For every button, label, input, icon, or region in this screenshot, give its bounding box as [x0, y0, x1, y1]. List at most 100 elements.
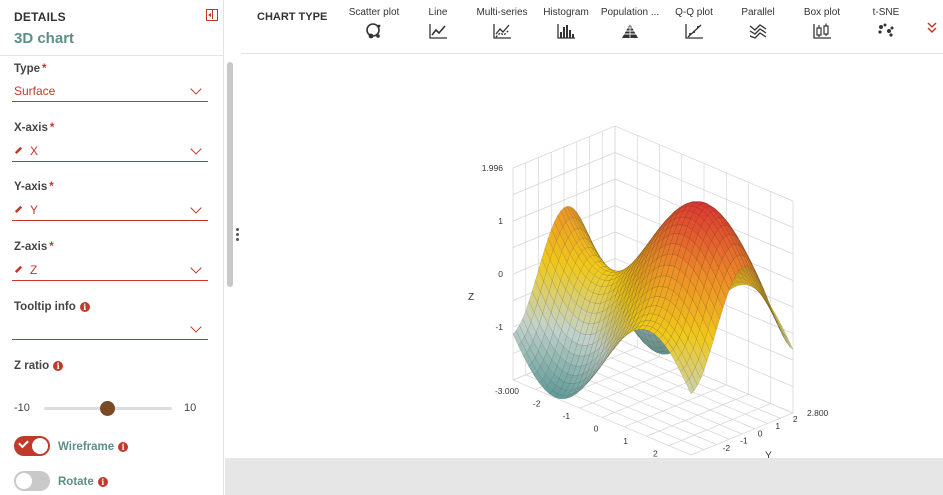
- grid-line: [614, 125, 794, 202]
- x-axis-value: X: [30, 144, 39, 158]
- info-icon[interactable]: i: [79, 302, 90, 312]
- y-tick-label: -1: [740, 436, 748, 446]
- z-ratio-max: 10: [184, 402, 197, 414]
- z-axis-value: Z: [30, 263, 38, 277]
- chevron-down-icon: [190, 202, 202, 214]
- x-tick-label: 2: [653, 449, 658, 459]
- grid-line: [690, 412, 794, 456]
- ruler-icon: [14, 146, 23, 154]
- surface-patch: [758, 279, 768, 299]
- x-axis-label: X-axis *: [14, 122, 55, 134]
- x-tick-label: 1: [623, 436, 628, 446]
- parallel-coordinates-icon: [749, 24, 767, 39]
- chart-type-label-text: Line: [428, 7, 448, 18]
- tooltip-info-select[interactable]: [12, 318, 208, 340]
- qq-plot-icon: [685, 24, 703, 39]
- type-value: Surface: [14, 84, 56, 98]
- x-tick-label: -3.000: [495, 386, 519, 396]
- x-tick-label: 0: [594, 424, 599, 434]
- chart-type-label-text: Histogram: [543, 7, 589, 18]
- chart-type-scatter-plot[interactable]: Scatter plot: [339, 7, 409, 40]
- chart-type-histogram[interactable]: Histogram: [531, 7, 601, 40]
- details-label: DETAILS: [14, 10, 66, 24]
- panel-scrollbar[interactable]: [227, 62, 233, 287]
- toggle-knob: [32, 438, 48, 454]
- chart-type-bar: CHART TYPE Scatter plot Line Multi-serie…: [241, 0, 943, 54]
- grid-line: [512, 178, 616, 222]
- x-axis-select[interactable]: X: [12, 140, 208, 162]
- histogram-icon: [557, 24, 575, 39]
- surface-patch: [695, 358, 705, 380]
- chart-type-line[interactable]: Line: [403, 7, 473, 40]
- details-panel: DETAILS 3D chart Type * Surface X-axis * X…: [0, 0, 224, 495]
- check-icon: [18, 437, 29, 449]
- chart-type-population[interactable]: Population ...: [595, 7, 665, 40]
- tsne-icon: [878, 23, 894, 37]
- z-axis-label: Z-axis *: [14, 241, 54, 253]
- chart-area[interactable]: 1.996 1 0 -1 2.800 2 1 0 -1 -2 -3.000 -2 -1 0 1 2 Z Y: [241, 55, 943, 462]
- toggle-knob: [16, 473, 32, 489]
- y-axis-label: Y-axis *: [14, 181, 54, 193]
- chart-type-box-plot[interactable]: Box plot: [787, 7, 857, 40]
- box-plot-icon: [813, 23, 831, 39]
- scatter-plot-icon: [366, 23, 381, 39]
- chart-type-parallel[interactable]: Parallel: [723, 7, 793, 40]
- surface-patch: [746, 257, 755, 273]
- z-axis-select[interactable]: Z: [12, 259, 208, 281]
- x-tick-label: -1: [563, 411, 571, 421]
- z-tick-label: 1.996: [482, 163, 504, 173]
- y-axis-select[interactable]: Y: [12, 199, 208, 221]
- y-tick-label: -2: [723, 443, 731, 453]
- chevron-down-icon: [190, 83, 202, 95]
- y-tick-label: 0: [758, 428, 763, 438]
- chart-type-label-text: t-SNE: [872, 7, 900, 18]
- ruler-icon: [14, 205, 23, 213]
- z-tick-label: 1: [498, 216, 503, 226]
- details-header: DETAILS 3D chart: [0, 0, 224, 56]
- chart-type-label-text: Scatter plot: [348, 7, 400, 18]
- chart-type-label-text: Box plot: [803, 7, 841, 18]
- chevron-down-icon: [190, 321, 202, 333]
- surface-plot[interactable]: 1.996 1 0 -1 2.800 2 1 0 -1 -2 -3.000 -2 -1 0 1 2 Z Y: [241, 55, 943, 462]
- chart-type-label-text: Q-Q plot: [675, 7, 713, 18]
- wireframe-label: Wireframe i: [58, 441, 129, 453]
- surface-mesh: [512, 201, 794, 400]
- chart-type-tsne[interactable]: t-SNE: [851, 7, 921, 40]
- z-tick-label: -1: [495, 322, 503, 332]
- wireframe-toggle[interactable]: [14, 436, 50, 456]
- chevron-down-icon: [190, 262, 202, 274]
- collapse-panel-button[interactable]: [206, 9, 218, 21]
- info-icon[interactable]: i: [97, 477, 108, 487]
- y-axis-title: Y: [765, 451, 772, 459]
- z-tick-label: 0: [498, 269, 503, 279]
- grid-line: [512, 152, 616, 195]
- y-tick-label: 1: [775, 421, 780, 431]
- surface-patch: [720, 277, 730, 300]
- surface-patch: [784, 335, 794, 350]
- rotate-toggle[interactable]: [14, 471, 50, 491]
- panel-resize-handle[interactable]: [236, 228, 239, 242]
- surface-patch: [685, 378, 695, 395]
- rotate-label: Rotate i: [58, 476, 108, 488]
- population-pyramid-icon: [622, 24, 638, 38]
- info-icon[interactable]: i: [118, 442, 129, 452]
- chart-type-label-text: Population ...: [600, 7, 660, 18]
- surface-patch: [736, 254, 746, 268]
- multi-series-icon: [493, 24, 511, 39]
- chart-type-qq-plot[interactable]: Q-Q plot: [659, 7, 729, 40]
- y-tick-label: 2: [793, 414, 798, 424]
- status-strip: [225, 458, 943, 495]
- chevron-down-icon: [190, 143, 202, 155]
- chart-type-multi-series[interactable]: Multi-series: [467, 7, 537, 40]
- type-select[interactable]: Surface: [12, 80, 208, 102]
- info-icon[interactable]: i: [53, 361, 64, 371]
- y-tick-label: 2.800: [807, 408, 829, 418]
- z-ratio-slider-thumb[interactable]: [100, 401, 115, 416]
- panel-title: 3D chart: [14, 30, 75, 47]
- double-chevron-down-icon[interactable]: [927, 22, 937, 34]
- z-ratio-min: -10: [14, 402, 30, 414]
- grid-line: [668, 403, 771, 446]
- grid-line: [614, 152, 794, 228]
- grid-line: [646, 393, 749, 437]
